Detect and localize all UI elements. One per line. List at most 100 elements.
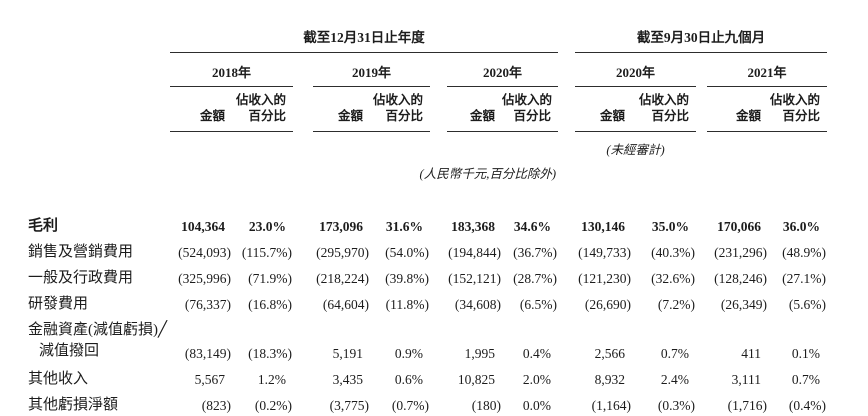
col-header-pct-9m2021: 佔收入的 百分比 bbox=[768, 86, 828, 132]
column-gap bbox=[696, 131, 707, 158]
percentage-cell: (0.7%) bbox=[370, 390, 430, 416]
amount-cell: (1,164) bbox=[575, 390, 632, 416]
column-gap bbox=[430, 365, 447, 391]
percentage-cell: 2.0% bbox=[522, 371, 551, 387]
column-gap bbox=[430, 87, 447, 132]
section-header-row: 截至12月31日止年度 截至9月30日止九個月 bbox=[0, 26, 828, 53]
column-gap bbox=[558, 87, 575, 132]
amount-cell: 5,567 bbox=[194, 371, 225, 387]
percentage-cell: 0.7% bbox=[791, 371, 821, 387]
table-row: 研發費用 (76,337) (16.8%) (64,604) (11.8%) (34,60… bbox=[0, 290, 827, 316]
amount-cell: (325,996) bbox=[178, 270, 231, 286]
percentage-cell: 0.9% bbox=[394, 345, 423, 361]
pct-header-line1: 佔收入的 bbox=[372, 93, 423, 107]
amount-cell: (121,230) bbox=[578, 270, 631, 286]
column-gap bbox=[558, 264, 575, 290]
year-header-2018: 2018年 bbox=[170, 52, 293, 87]
row-label: 銷售及營銷費用 bbox=[28, 243, 134, 260]
row-label: 毛利 bbox=[28, 217, 59, 234]
col-header-amount-2018: 金額 bbox=[170, 86, 232, 132]
percentage-cell: 0.1% bbox=[791, 345, 821, 361]
percentage-cell: (5.6%) bbox=[788, 296, 827, 312]
column-gap bbox=[293, 316, 313, 365]
amount-cell: 10,825 bbox=[457, 371, 495, 387]
percentage-cell: 0.4% bbox=[522, 345, 551, 361]
table-row: 銷售及營銷費用 (524,093) (115.7%) (295,970) (54.0%)… bbox=[0, 238, 827, 264]
column-header-row: 金額 佔收入的 百分比 金額 佔收入的 百分比 金額 佔收入的 百分比 金額 佔收入的… bbox=[0, 86, 828, 132]
empty-cell bbox=[0, 131, 170, 158]
section-header-nine-months: 截至9月30日止九個月 bbox=[575, 26, 828, 53]
empty-cell bbox=[707, 131, 827, 158]
amount-cell: 173,096 bbox=[319, 218, 363, 234]
year-header-row: 2018年 2019年 2020年 2020年 2021年 bbox=[0, 52, 828, 87]
empty-cell bbox=[0, 158, 170, 182]
percentage-cell: 23.0% bbox=[248, 218, 286, 234]
amount-cell: (128,246) bbox=[714, 270, 767, 286]
percentage-cell: 31.6% bbox=[385, 218, 423, 234]
column-gap bbox=[696, 290, 707, 316]
year-header-9m2020: 2020年 bbox=[575, 52, 696, 87]
pct-header-line2: 百分比 bbox=[248, 109, 286, 124]
row-label: 研發費用 bbox=[28, 295, 89, 312]
pct-header-line2: 百分比 bbox=[651, 109, 689, 124]
percentage-cell: (54.0%) bbox=[385, 244, 429, 260]
amount-cell: 2,566 bbox=[594, 345, 625, 361]
percentage-cell: (48.9%) bbox=[782, 244, 827, 260]
percentage-cell: (18.3%) bbox=[248, 345, 292, 361]
pct-header-line1: 佔收入的 bbox=[235, 93, 286, 107]
amount-cell: 3,111 bbox=[731, 371, 761, 387]
col-header-pct-9m2020: 佔收入的 百分比 bbox=[632, 86, 696, 132]
column-gap bbox=[293, 365, 313, 391]
amount-cell: (180) bbox=[447, 390, 502, 416]
percentage-cell: 0.7% bbox=[660, 345, 689, 361]
amount-cell: (152,121) bbox=[448, 270, 501, 286]
percentage-cell: 34.6% bbox=[513, 218, 551, 234]
percentage-cell: (28.7%) bbox=[513, 270, 557, 286]
percentage-cell: (115.7%) bbox=[241, 244, 292, 260]
pct-header-line1: 佔收入的 bbox=[502, 93, 553, 107]
pct-header-line2: 百分比 bbox=[782, 109, 821, 124]
column-gap bbox=[558, 365, 575, 391]
col-header-pct-2019: 佔收入的百分比 bbox=[370, 86, 430, 132]
amount-cell: (231,296) bbox=[714, 244, 767, 260]
table-row: 毛利 104,364 23.0% 173,096 31.6% 183,368 34.6% 13… bbox=[0, 212, 827, 238]
column-gap bbox=[696, 264, 707, 290]
empty-cell bbox=[170, 131, 558, 158]
col-header-pct-2020: 佔收入的 百分比 bbox=[502, 86, 558, 132]
pct-header-line2: 百分比 bbox=[385, 109, 423, 124]
percentage-cell: (0.4%) bbox=[768, 390, 828, 416]
percentage-cell: (40.3%) bbox=[651, 244, 695, 260]
percentage-cell: (36.7%) bbox=[513, 244, 557, 260]
amount-cell: (26,690) bbox=[584, 296, 631, 312]
currency-note-row: (人民幣千元,百分比除外) bbox=[0, 158, 827, 182]
column-gap bbox=[558, 316, 575, 365]
year-header-9m2021: 2021年 bbox=[707, 52, 828, 87]
column-gap bbox=[430, 316, 447, 365]
column-gap bbox=[696, 316, 707, 365]
amount-cell: (26,349) bbox=[720, 296, 767, 312]
percentage-cell: (39.8%) bbox=[385, 270, 429, 286]
amount-cell: 130,146 bbox=[581, 218, 625, 234]
financial-statements-table: 截至12月31日止年度 截至9月30日止九個月 2018年 2019年 2020… bbox=[0, 26, 828, 416]
column-gap bbox=[293, 87, 313, 132]
table-row: 其他收入 5,567 1.2% 3,435 0.6% 10,825 2.0% 8,932 2.4… bbox=[0, 365, 827, 391]
row-label: 金融資產(減值虧損)╱ 減值撥回 bbox=[28, 321, 168, 359]
column-gap bbox=[430, 238, 447, 264]
spacer bbox=[0, 182, 827, 212]
amount-cell: (218,224) bbox=[316, 270, 369, 286]
amount-cell: (149,733) bbox=[578, 244, 631, 260]
column-gap bbox=[558, 290, 575, 316]
percentage-cell: (7.2%) bbox=[657, 296, 695, 312]
amount-cell: (76,337) bbox=[184, 296, 231, 312]
percentage-cell: (0.2%) bbox=[232, 390, 293, 416]
column-gap bbox=[430, 391, 447, 416]
empty-cell bbox=[575, 158, 827, 182]
table-row: 其他虧損淨額 (823) (0.2%) (3,775) (0.7%) (180) 0.0% (… bbox=[0, 390, 828, 416]
unaudited-note: (未經審計) bbox=[606, 142, 665, 157]
amount-cell: (64,604) bbox=[322, 296, 369, 312]
column-gap bbox=[558, 238, 575, 264]
column-gap bbox=[558, 53, 575, 87]
empty-corner bbox=[0, 53, 170, 87]
column-gap bbox=[430, 290, 447, 316]
amount-cell: (83,149) bbox=[184, 345, 231, 361]
